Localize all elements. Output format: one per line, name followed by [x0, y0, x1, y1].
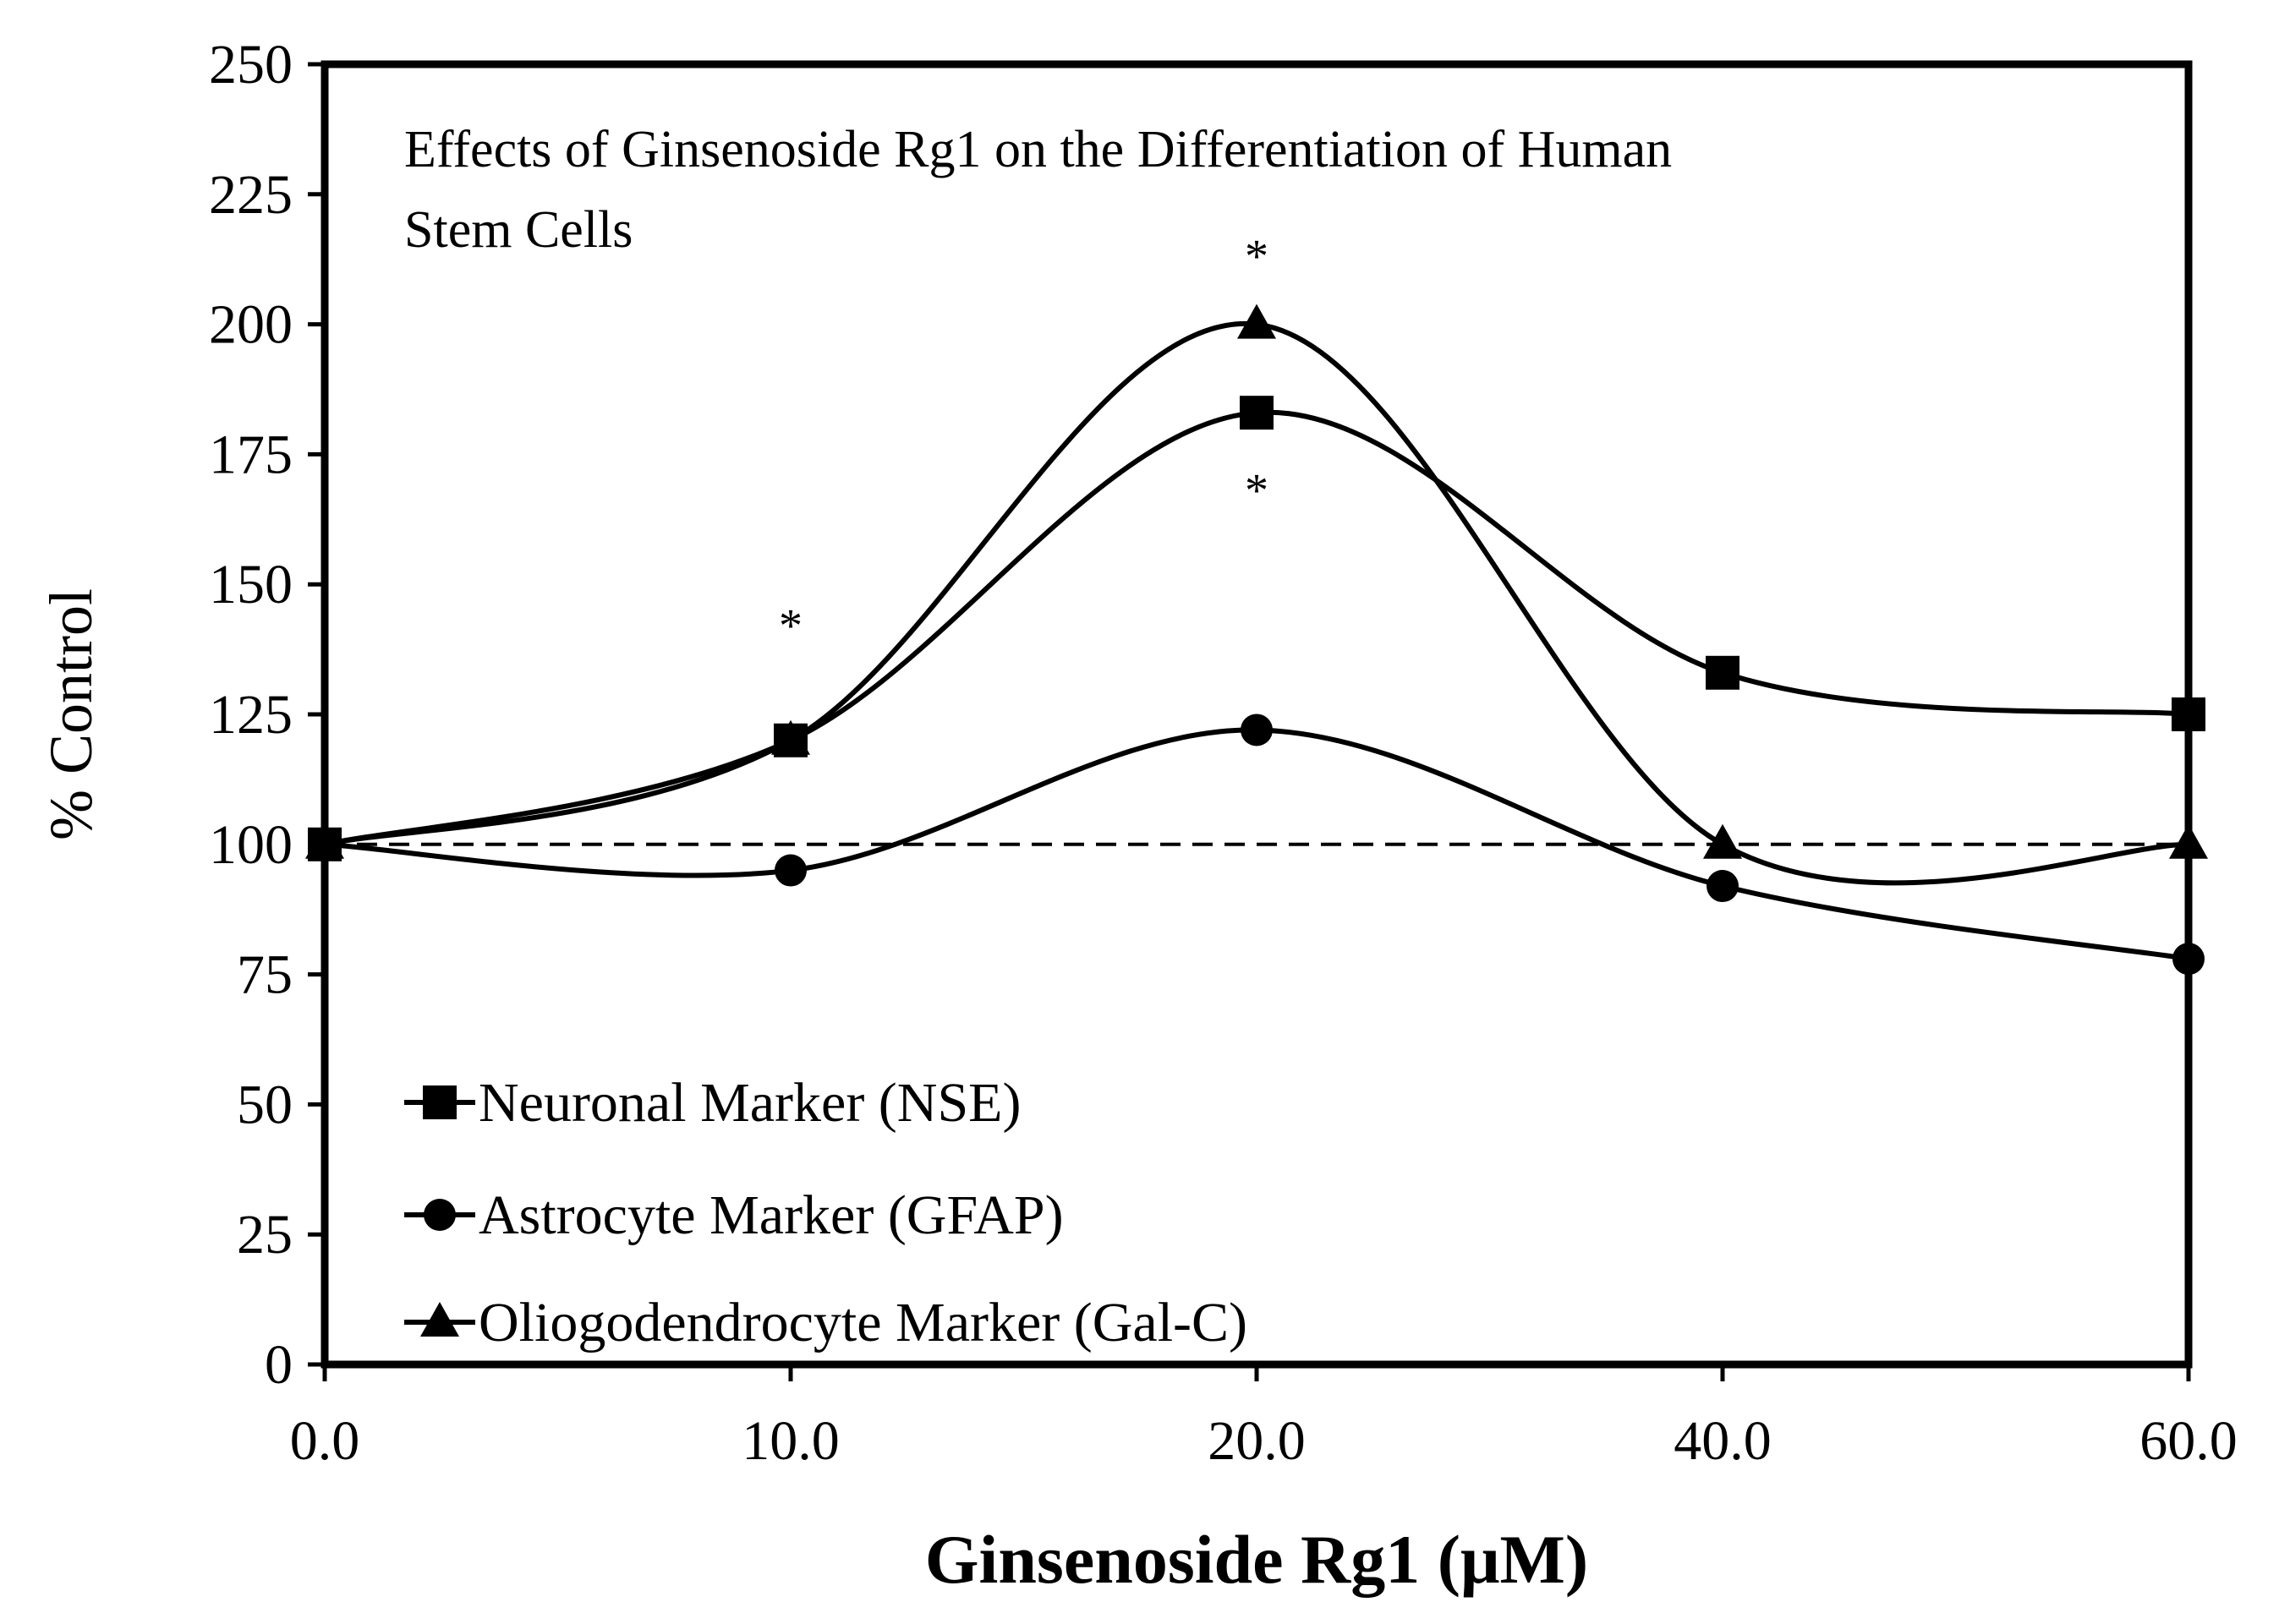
y-tick-label: 175 — [209, 424, 293, 485]
data-point-neuronal-marker-nse — [1706, 655, 1739, 690]
annotation-layer: * * * — [779, 231, 1268, 653]
data-point-oliogodendrocyte-marker-gal-c — [1237, 303, 1276, 339]
data-point-oliogodendrocyte-marker-gal-c — [1703, 823, 1742, 859]
legend: Neuronal Marker (NSE) Astrocyte Marker (G… — [404, 1072, 1247, 1353]
significance-asterisk: * — [779, 599, 803, 652]
y-tick-label: 125 — [209, 684, 293, 746]
significance-asterisk: * — [1245, 231, 1268, 283]
data-point-astrocyte-marker-gfap — [1707, 870, 1739, 903]
y-tick-label: 150 — [209, 554, 293, 615]
plot-area-frame — [320, 60, 2193, 1369]
y-tick-label: 25 — [237, 1204, 293, 1266]
legend-label-neuronal-marker-nse: Neuronal Marker (NSE) — [479, 1072, 1021, 1134]
x-axis-ticks: 0.0 10.0 20.0 40.0 60.0 — [290, 1364, 2238, 1472]
x-tick-label: 40.0 — [1674, 1410, 1772, 1472]
x-tick-label: 0.0 — [290, 1410, 360, 1472]
y-tick-label: 50 — [237, 1074, 293, 1135]
y-tick-label: 0 — [265, 1334, 293, 1396]
x-axis-title: Ginsenoside Rg1 (μM) — [925, 1521, 1589, 1598]
y-axis-ticks: 0 25 50 75 100 125 150 175 200 225 250 — [209, 34, 325, 1396]
y-axis-title: % Control — [37, 588, 105, 840]
y-tick-label: 75 — [237, 944, 293, 1006]
significance-asterisk: * — [1245, 464, 1268, 517]
legend-marker-neuronal-marker-nse — [423, 1085, 457, 1119]
chart-title-line-2: Stem Cells — [404, 201, 633, 259]
data-point-neuronal-marker-nse — [1240, 396, 1274, 430]
data-point-astrocyte-marker-gfap — [1241, 714, 1273, 746]
legend-marker-oliogodendrocyte-marker-gal-c — [420, 1302, 459, 1337]
legend-label-oliogodendrocyte-marker-gal-c: Oliogodendrocyte Marker (Gal-C) — [479, 1292, 1247, 1353]
legend-marker-astrocyte-marker-gfap — [424, 1199, 456, 1231]
chart-title-line-1: Effects of Ginsenoside Rg1 on the Differ… — [404, 121, 1672, 178]
marker-layer — [305, 303, 2208, 976]
x-tick-label: 10.0 — [742, 1410, 840, 1472]
data-point-oliogodendrocyte-marker-gal-c — [771, 719, 810, 755]
y-tick-label: 250 — [209, 34, 293, 96]
x-tick-label: 20.0 — [1208, 1410, 1306, 1472]
legend-label-astrocyte-marker-gfap: Astrocyte Marker (GFAP) — [479, 1184, 1064, 1246]
y-tick-label: 200 — [209, 294, 293, 356]
data-point-astrocyte-marker-gfap — [775, 854, 807, 887]
y-tick-label: 100 — [209, 814, 293, 876]
x-tick-label: 60.0 — [2139, 1410, 2238, 1472]
y-tick-label: 225 — [209, 164, 293, 226]
